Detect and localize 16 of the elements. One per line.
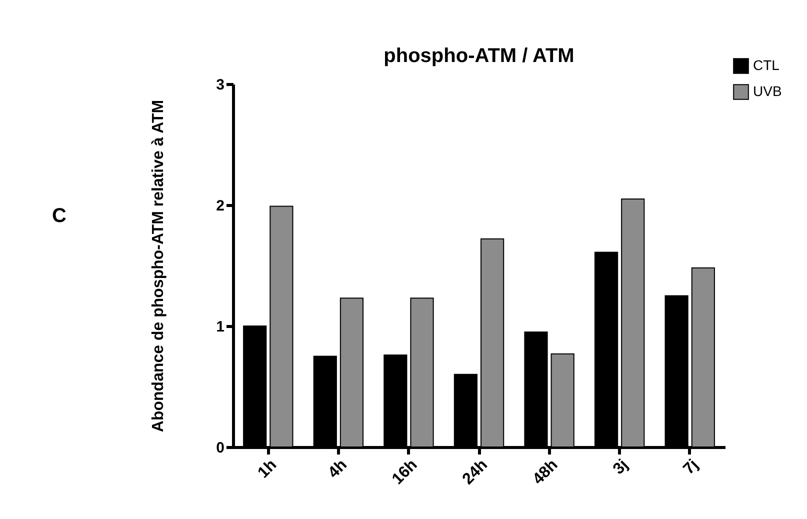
x-tick-label: 16h [389,456,421,488]
x-tick-label: 48h [530,456,562,488]
y-tick-label: 2 [216,198,224,214]
x-tick-label: 1h [254,456,280,482]
legend-label: CTL [753,57,780,73]
y-tick-label: 1 [216,318,224,336]
x-tick-label: 7j [680,456,702,478]
x-tick-label: 3j [610,456,632,478]
legend-label: UVB [753,83,782,99]
x-tick-label: 4h [325,456,350,482]
y-axis-title: Abondance de phospho-ATM relative à ATM [150,100,168,432]
chart-title: phospho-ATM / ATM [384,45,574,67]
y-tick-label: 3 [216,76,224,94]
text: C [52,205,66,228]
y-tick-label: 0 [216,440,224,456]
x-tick-label: 24h [460,456,492,488]
